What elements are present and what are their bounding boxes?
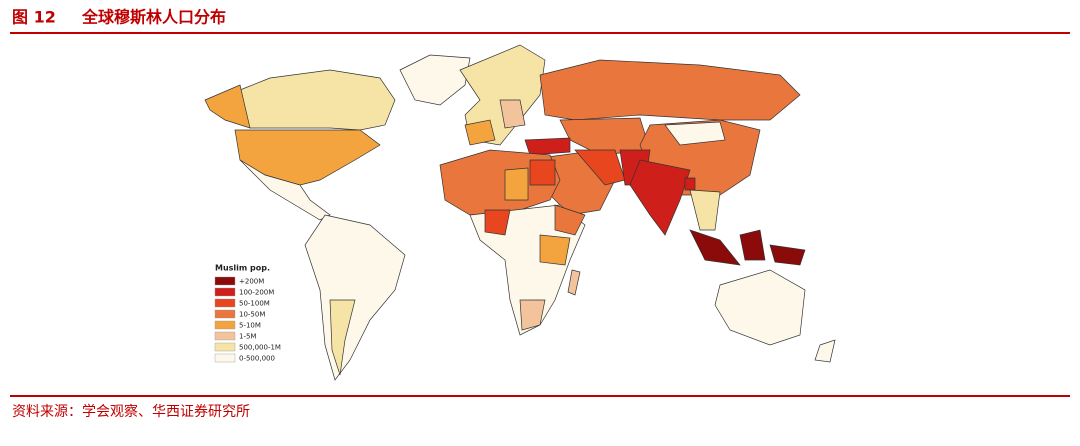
country	[459, 44, 546, 146]
legend-swatch	[214, 320, 236, 330]
country	[554, 204, 586, 236]
legend-swatch	[214, 276, 236, 286]
legend-swatch	[214, 298, 236, 308]
country	[664, 121, 726, 146]
legend-label: 100-200M	[239, 289, 274, 297]
country	[464, 119, 496, 146]
country	[519, 299, 546, 331]
legend: Muslim pop. +200M 100-200M 50-100M 10-50M 5-…	[214, 264, 281, 363]
country	[714, 269, 806, 346]
country	[769, 244, 806, 266]
country	[524, 137, 571, 156]
country	[239, 159, 331, 221]
legend-label: 1-5M	[239, 333, 256, 341]
source-note: 资料来源：学会观察、华西证券研究所	[12, 403, 250, 420]
legend-swatch	[214, 342, 236, 352]
legend-label: 10-50M	[239, 311, 265, 319]
country	[739, 229, 766, 261]
country	[529, 159, 556, 186]
country	[499, 99, 526, 129]
country	[484, 209, 511, 236]
country	[204, 84, 251, 129]
country	[689, 189, 721, 231]
legend-label: +200M	[239, 278, 264, 286]
legend-swatch	[214, 331, 236, 341]
figure-number: 图 12	[12, 8, 56, 27]
country	[539, 234, 571, 266]
legend-title: Muslim pop.	[215, 264, 270, 273]
legend-label: 5-10M	[239, 322, 261, 330]
legend-swatch	[214, 309, 236, 319]
world-map	[204, 44, 836, 381]
country	[559, 117, 651, 156]
country	[399, 54, 471, 106]
legend-label: 500,000-1M	[239, 344, 281, 352]
country	[504, 167, 529, 201]
figure-title: 全球穆斯林人口分布	[81, 8, 226, 27]
country	[814, 339, 836, 363]
country	[329, 299, 356, 376]
country	[239, 69, 396, 131]
country	[689, 229, 741, 266]
country	[567, 269, 581, 296]
country	[539, 59, 801, 121]
country	[684, 177, 696, 191]
country	[304, 214, 406, 381]
country	[629, 159, 691, 236]
legend-label: 0-500,000	[239, 355, 275, 363]
legend-swatch	[214, 353, 236, 363]
legend-swatch	[214, 287, 236, 297]
legend-label: 50-100M	[239, 300, 270, 308]
